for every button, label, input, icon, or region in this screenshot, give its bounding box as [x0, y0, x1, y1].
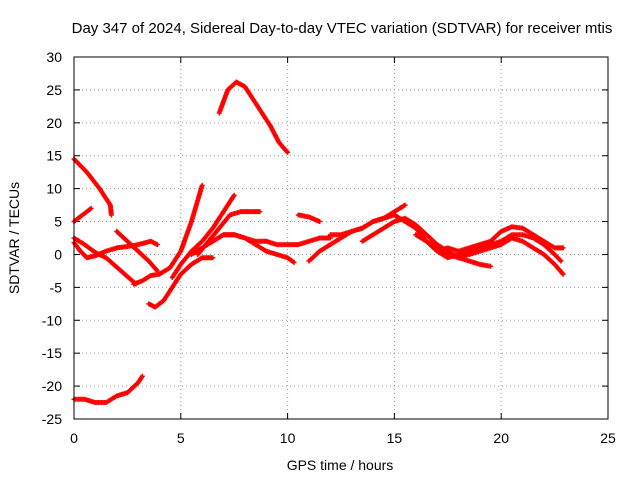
- y-tick-label: -20: [42, 378, 62, 394]
- x-tick-label: 15: [387, 430, 403, 446]
- data-point: [88, 205, 94, 211]
- series-arc-8: [169, 192, 237, 280]
- data-point: [154, 242, 160, 248]
- y-tick-label: -5: [50, 279, 63, 295]
- y-tick-label: 5: [54, 214, 62, 230]
- series-arc-3: [71, 235, 139, 287]
- series-arc-19: [71, 373, 145, 406]
- x-axis-label: GPS time / hours: [287, 457, 394, 473]
- data-point: [285, 149, 291, 155]
- data-point: [402, 202, 408, 208]
- series-arc-6: [131, 182, 205, 287]
- x-tick-label: 5: [177, 430, 185, 446]
- series-arc-13: [295, 212, 323, 225]
- series-arc-11: [210, 232, 333, 248]
- y-axis-label: SDTVAR / TECUs: [6, 182, 22, 294]
- tick-labels: 0 5 10 15 20 25 -25 -20 -15 -10 -5 0 5 10 15 20 25 30: [42, 49, 616, 446]
- y-tick-label: 10: [46, 181, 62, 197]
- data-point: [210, 255, 216, 261]
- x-tick-label: 20: [493, 430, 509, 446]
- y-tick-label: 0: [54, 246, 62, 262]
- data-point: [560, 271, 566, 277]
- data-point: [139, 373, 145, 379]
- x-tick-label: 0: [70, 430, 78, 446]
- series-arc-7: [146, 255, 216, 310]
- series-arc-12: [216, 79, 291, 155]
- data-point: [560, 245, 566, 251]
- series-arc-5: [114, 228, 160, 274]
- plot-frame: [73, 56, 609, 420]
- data-point: [317, 219, 323, 225]
- x-tick-label: 10: [280, 430, 296, 446]
- data-point: [488, 263, 494, 269]
- x-tick-label: 25: [600, 430, 616, 446]
- data-point: [199, 182, 205, 188]
- series-arc-18: [434, 224, 566, 254]
- data-point: [108, 212, 114, 218]
- data-point: [558, 258, 564, 264]
- data-point: [231, 192, 237, 198]
- y-tick-label: -15: [42, 345, 62, 361]
- y-tick-label: -25: [42, 411, 62, 427]
- grid-lines: [74, 57, 608, 419]
- y-tick-label: -10: [42, 312, 62, 328]
- y-tick-label: 20: [46, 115, 62, 131]
- data-point: [257, 209, 263, 215]
- chart-title: Day 347 of 2024, Sidereal Day-to-day VTE…: [72, 20, 613, 37]
- y-tick-label: 30: [46, 49, 62, 65]
- data-point: [291, 259, 297, 265]
- y-tick-label: 25: [46, 82, 62, 98]
- y-tick-label: 15: [46, 148, 62, 164]
- data-series: [71, 79, 566, 406]
- series-arc-1: [71, 156, 114, 218]
